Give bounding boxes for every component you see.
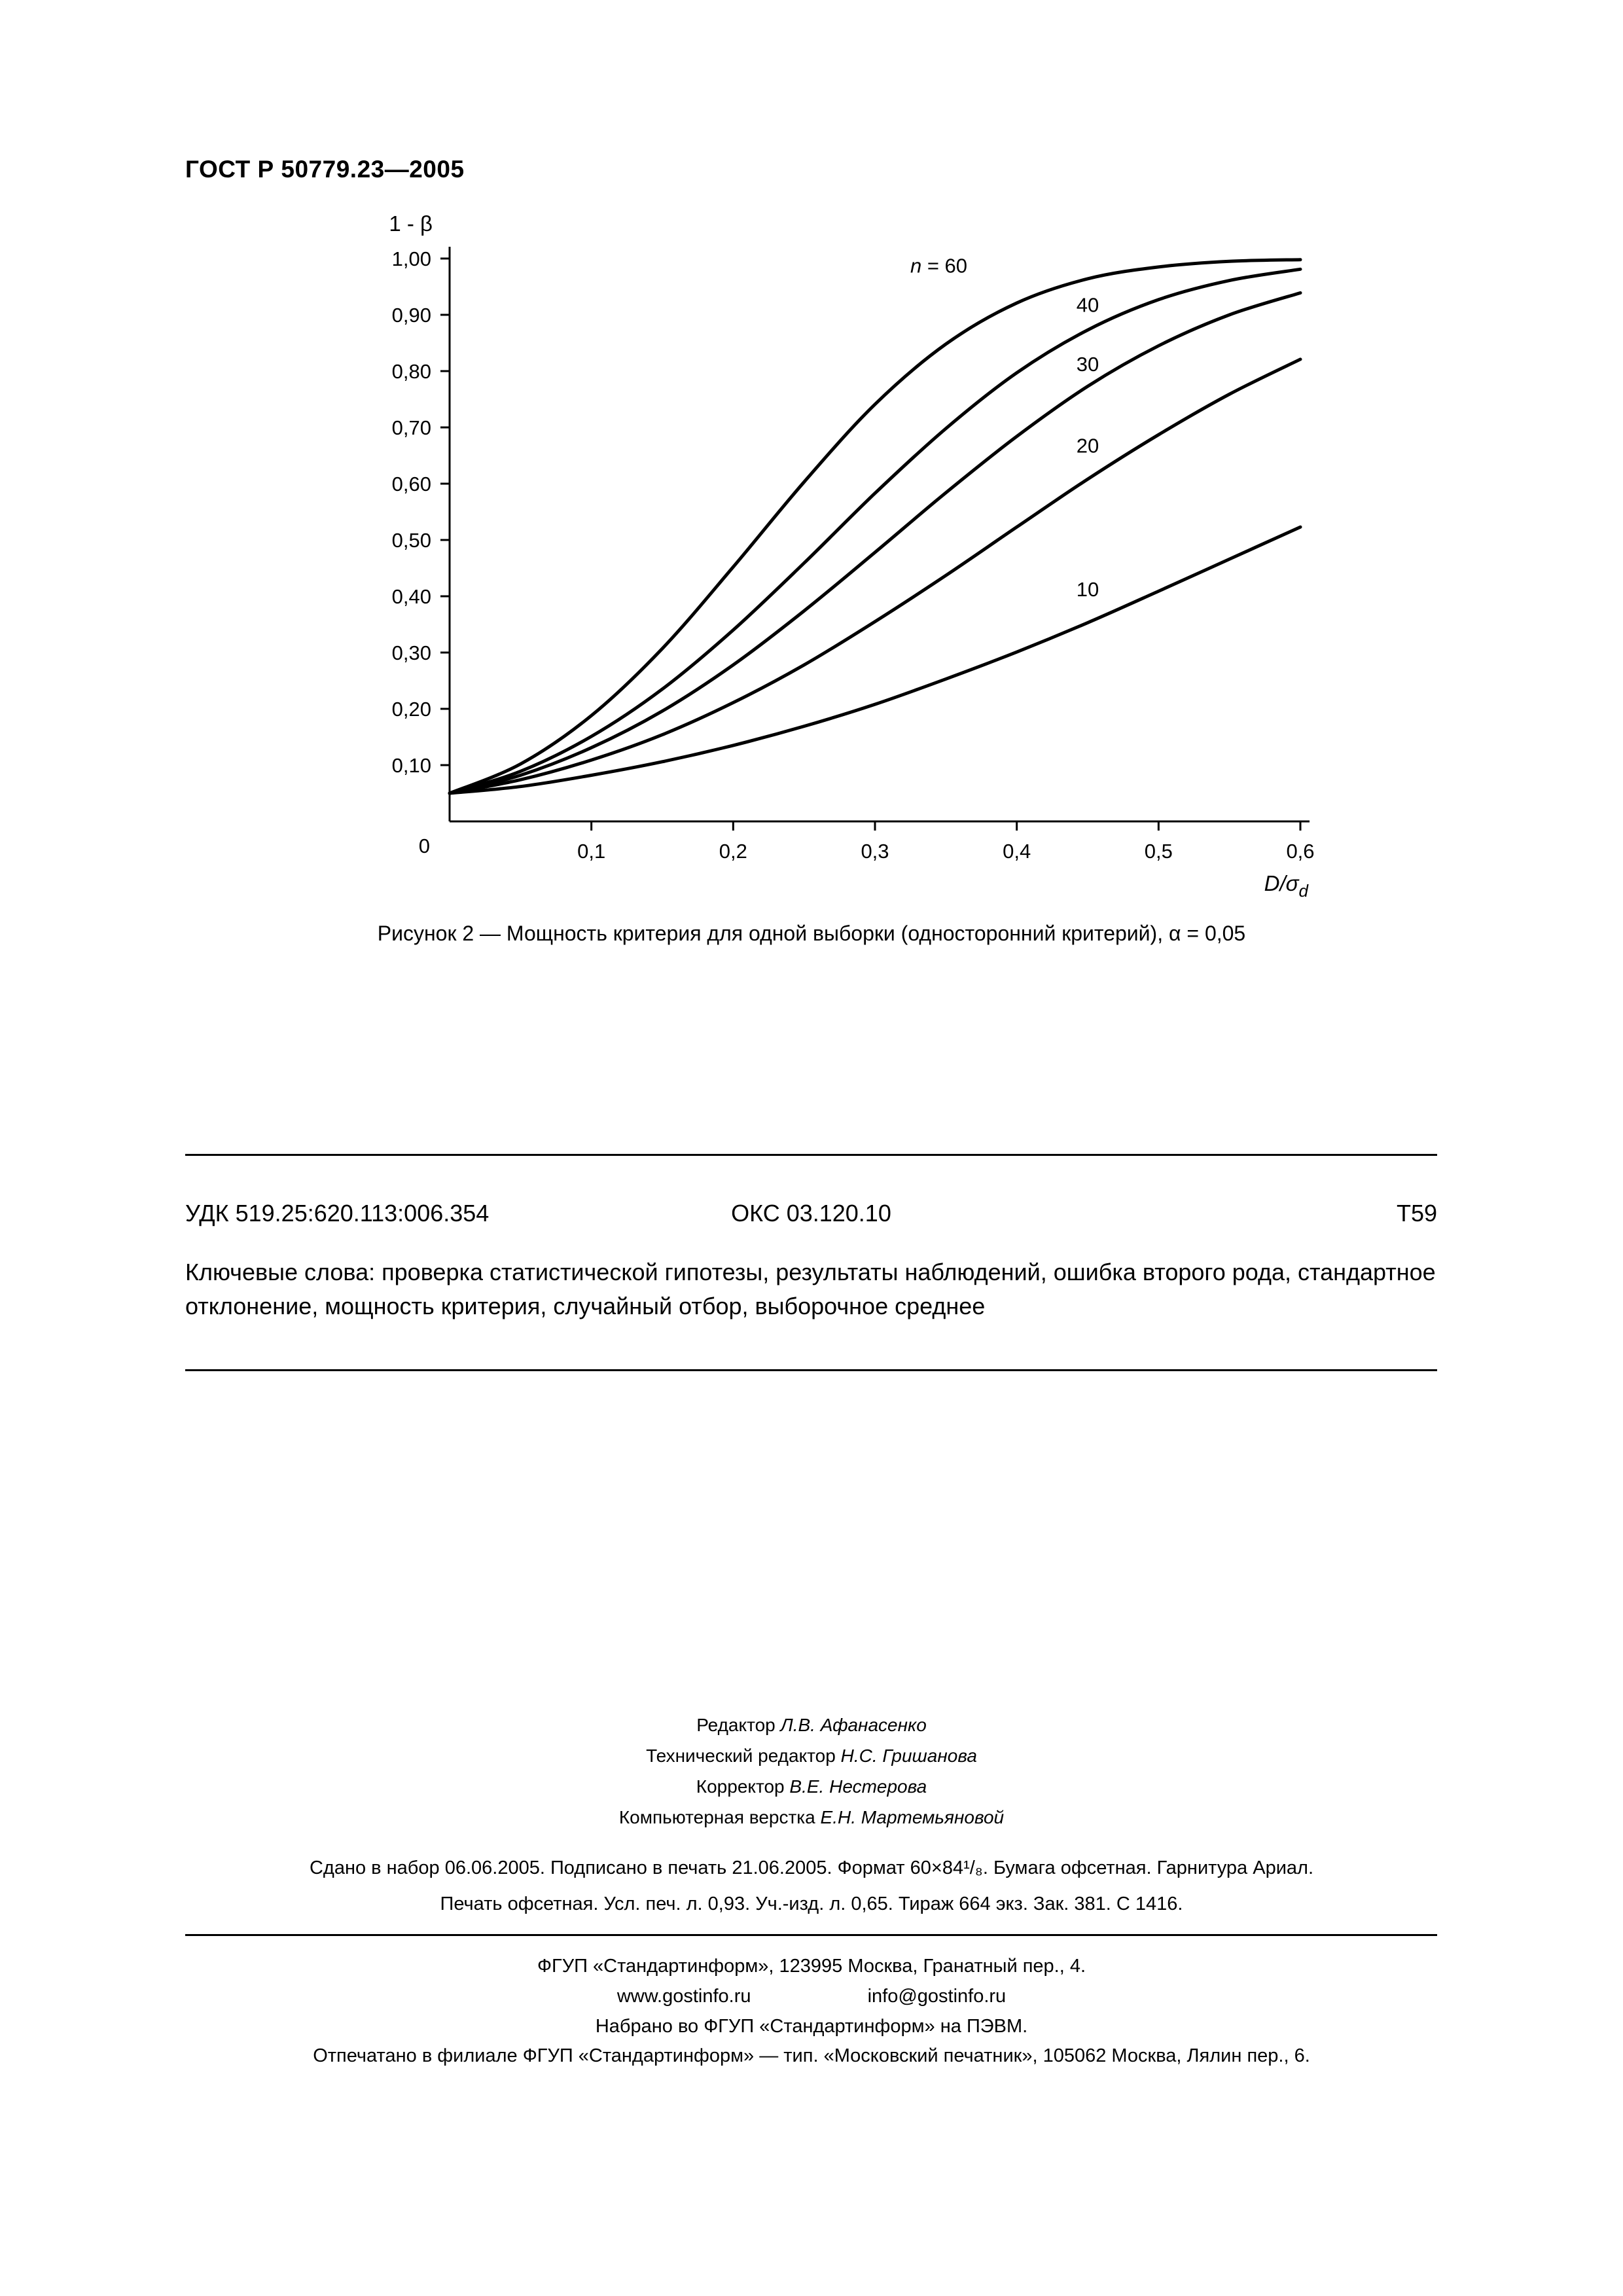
y-tick-label: 0,40: [392, 585, 431, 608]
y-tick-label: 0,30: [392, 641, 431, 664]
power-curve-n-20: [448, 357, 1302, 795]
doc-number: ГОСТ Р 50779.23—2005: [185, 156, 465, 183]
publisher-contacts: www.gostinfo.ru info@gostinfo.ru: [0, 1982, 1623, 2012]
oks-code: ОКС 03.120.10: [731, 1200, 891, 1227]
credit-line-editor: Редактор Л.В. Афанасенко: [0, 1715, 1623, 1736]
curve-label-n-60: n = 60: [910, 255, 967, 278]
credit-line-corrector: Корректор В.Е. Нестерова: [0, 1776, 1623, 1797]
curve-label-n-20: 20: [1077, 435, 1099, 457]
horizontal-rule-keywords: [185, 1369, 1437, 1371]
y-axis-title: 1 - β: [389, 211, 433, 236]
credit-name: Л.В. Афанасенко: [780, 1715, 927, 1735]
publisher-block: ФГУП «Стандартинформ», 123995 Москва, Гр…: [0, 1952, 1623, 2072]
publisher-print-note: Отпечатано в филиале ФГУП «Стандартинфор…: [313, 2045, 1310, 2067]
y-tick-label: 0,50: [392, 529, 431, 552]
y-tick-label: 0,90: [392, 304, 431, 327]
figure-2-chart: 1,00 0,90 0,80 0,70 0,60 0,50 0,40 0,30 0,20 0,10…: [351, 206, 1399, 913]
udk-code: УДК 519.25:620.113:006.354: [185, 1200, 490, 1227]
publisher-website: www.gostinfo.ru: [616, 1985, 751, 2007]
x-tick-label: 0,3: [861, 840, 889, 863]
imprint-block: Сдано в набор 06.06.2005. Подписано в пе…: [0, 1857, 1623, 1929]
x-tick-label: 0,6: [1286, 840, 1314, 863]
credit-role: Корректор: [696, 1776, 785, 1797]
y-tick-label: 0,80: [392, 360, 431, 383]
y-tick-label: 0,70: [392, 416, 431, 439]
x-tick-label: 0,2: [719, 840, 747, 863]
credits-block: Редактор Л.В. Афанасенко Технический ред…: [0, 1715, 1623, 1838]
curve-label-n-40: 40: [1077, 294, 1099, 317]
horizontal-rule-top: [185, 1154, 1437, 1156]
credit-name: Н.С. Гришанова: [840, 1746, 977, 1766]
y-tick-label: 1,00: [392, 247, 431, 270]
imprint-line-1: Сдано в набор 06.06.2005. Подписано в пе…: [309, 1857, 1314, 1878]
y-tick-label: 0,10: [392, 754, 431, 777]
power-curve-n-40: [448, 267, 1302, 795]
x-tick-label: 0,5: [1145, 840, 1173, 863]
curve-label-n-30: 30: [1077, 353, 1099, 376]
credit-role: Технический редактор: [646, 1746, 836, 1766]
power-chart-svg: 1,000,900,800,700,600,500,400,300,200,10…: [389, 211, 1314, 901]
y-tick-label: 0,60: [392, 473, 431, 495]
classification-letter: Т59: [1396, 1200, 1437, 1227]
imprint-line-2: Печать офсетная. Усл. печ. л. 0,93. Уч.-…: [440, 1893, 1183, 1914]
power-curve-n-30: [448, 291, 1302, 795]
publisher-typeset-note: Набрано во ФГУП «Стандартинформ» на ПЭВМ…: [595, 2015, 1028, 2037]
x-tick-label: 0,4: [1003, 840, 1031, 863]
figure-caption: Рисунок 2 — Мощность критерия для одной …: [377, 922, 1246, 945]
classification-row: УДК 519.25:620.113:006.354 ОКС 03.120.10…: [185, 1200, 1437, 1227]
x-tick-label: 0,1: [577, 840, 605, 863]
publisher-address: ФГУП «Стандартинформ», 123995 Москва, Гр…: [537, 1956, 1086, 1977]
credit-name: Е.Н. Мартемьяновой: [820, 1807, 1005, 1827]
power-curve-n-60: [448, 258, 1302, 795]
horizontal-rule-publisher: [185, 1934, 1437, 1936]
power-curve-n-10: [448, 525, 1302, 795]
keywords-text: Ключевые слова: проверка статистической …: [185, 1259, 1436, 1320]
curve-label-n-10: 10: [1077, 578, 1099, 601]
credit-role: Компьютерная верстка: [618, 1807, 815, 1827]
origin-label: 0: [419, 834, 430, 857]
credit-role: Редактор: [696, 1715, 776, 1735]
credit-line-layout: Компьютерная верстка Е.Н. Мартемьяновой: [0, 1807, 1623, 1828]
publisher-email: info@gostinfo.ru: [867, 1985, 1007, 2007]
x-axis-title: D/σd: [1264, 871, 1310, 901]
y-tick-label: 0,20: [392, 698, 431, 721]
credit-name: В.Е. Нестерова: [789, 1776, 927, 1797]
credit-line-technical-editor: Технический редактор Н.С. Гришанова: [0, 1746, 1623, 1767]
